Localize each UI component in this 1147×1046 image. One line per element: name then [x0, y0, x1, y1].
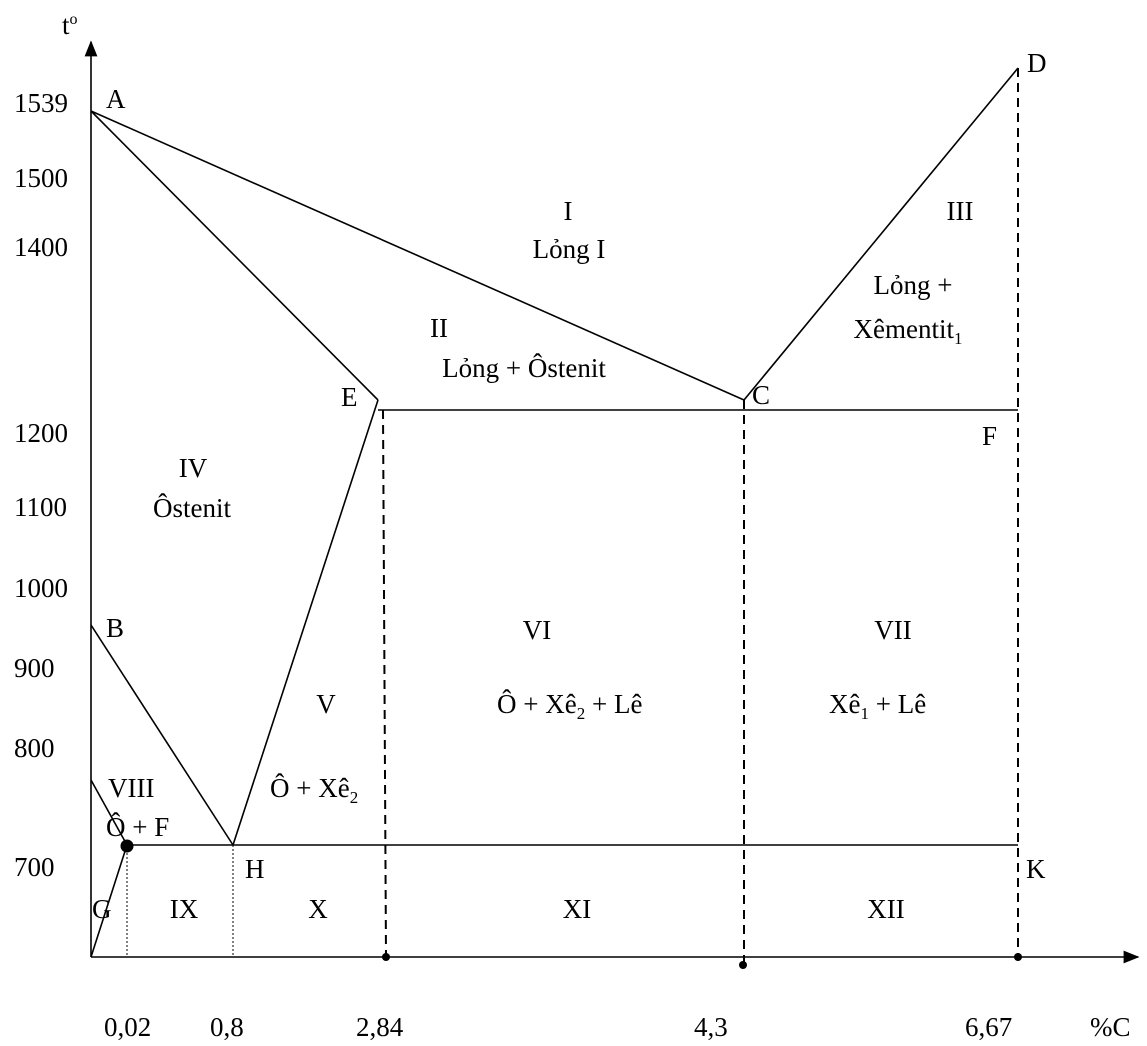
x-tick-0-02: 0,02 [104, 1012, 151, 1042]
region-viii-number: VIII [108, 773, 154, 803]
region-i-number: I [564, 196, 573, 226]
point-label-g: G [92, 894, 112, 924]
region-vii-number: VII [874, 615, 911, 645]
region-iii-number: III [947, 196, 974, 226]
region-xii-number: XII [867, 894, 904, 924]
solidus-line-ae [90, 110, 379, 401]
dashed-line-2-84 [382, 409, 387, 958]
a3-line-upper [90, 779, 128, 846]
point-label-f: F [982, 421, 997, 451]
point-marker-p [120, 839, 134, 853]
y-tick-1500: 1500 [14, 163, 68, 193]
region-vii-name: Xê1 + Lê [829, 689, 926, 723]
region-iii-name-line2: Xêmentit1 [854, 314, 963, 348]
region-viii-name: Ô + F [106, 812, 169, 842]
a3-line-gs [90, 624, 234, 846]
region-v-number: V [316, 689, 336, 719]
axis-marker-2-84 [382, 953, 390, 961]
x-tick-2-84: 2,84 [356, 1012, 404, 1042]
point-label-c: C [752, 380, 770, 410]
ferrite-solvus-line [90, 844, 128, 958]
region-ix-number: IX [170, 894, 199, 924]
liquidus-line-ac [90, 110, 745, 401]
region-iv-name: Ôstenit [153, 493, 231, 523]
y-axis-label: to [62, 10, 78, 40]
acm-line-es [232, 399, 379, 846]
point-label-d: D [1027, 48, 1047, 78]
y-tick-1400: 1400 [14, 232, 68, 262]
region-iv-number: IV [179, 453, 208, 483]
axis-marker-6-67 [1014, 953, 1022, 961]
axis-marker-4-3 [739, 961, 747, 969]
region-vi-name: Ô + Xê2 + Lê [497, 689, 642, 723]
region-ii-number: II [430, 313, 448, 343]
point-label-k: K [1026, 854, 1046, 884]
region-vi-number: VI [523, 615, 552, 645]
y-tick-800: 800 [14, 733, 55, 763]
region-iii-name-line1: Lỏng + [874, 270, 953, 300]
point-label-h: H [245, 854, 265, 884]
liquidus-line-cd [743, 67, 1019, 401]
point-label-a: A [106, 84, 126, 114]
y-tick-900: 900 [14, 653, 55, 683]
point-label-b: B [106, 613, 124, 643]
y-tick-1100: 1100 [14, 492, 67, 522]
region-i-name: Lỏng I [533, 234, 606, 264]
x-tick-0-8: 0,8 [210, 1012, 244, 1042]
x-tick-6-67: 6,67 [965, 1012, 1012, 1042]
region-ii-name: Lỏng + Ôstenit [442, 353, 606, 383]
x-axis-label: %C [1090, 1012, 1131, 1042]
point-label-e: E [341, 382, 358, 412]
y-tick-1200: 1200 [14, 418, 68, 448]
y-tick-700: 700 [14, 852, 55, 882]
region-x-number: X [308, 894, 328, 924]
y-tick-1000: 1000 [14, 573, 68, 603]
y-axis-label-sup: o [70, 11, 78, 28]
x-tick-4-3: 4,3 [694, 1012, 728, 1042]
region-xi-number: XI [563, 894, 592, 924]
y-tick-1539: 1539 [14, 88, 68, 118]
region-v-name: Ô + Xê2 [270, 773, 358, 807]
